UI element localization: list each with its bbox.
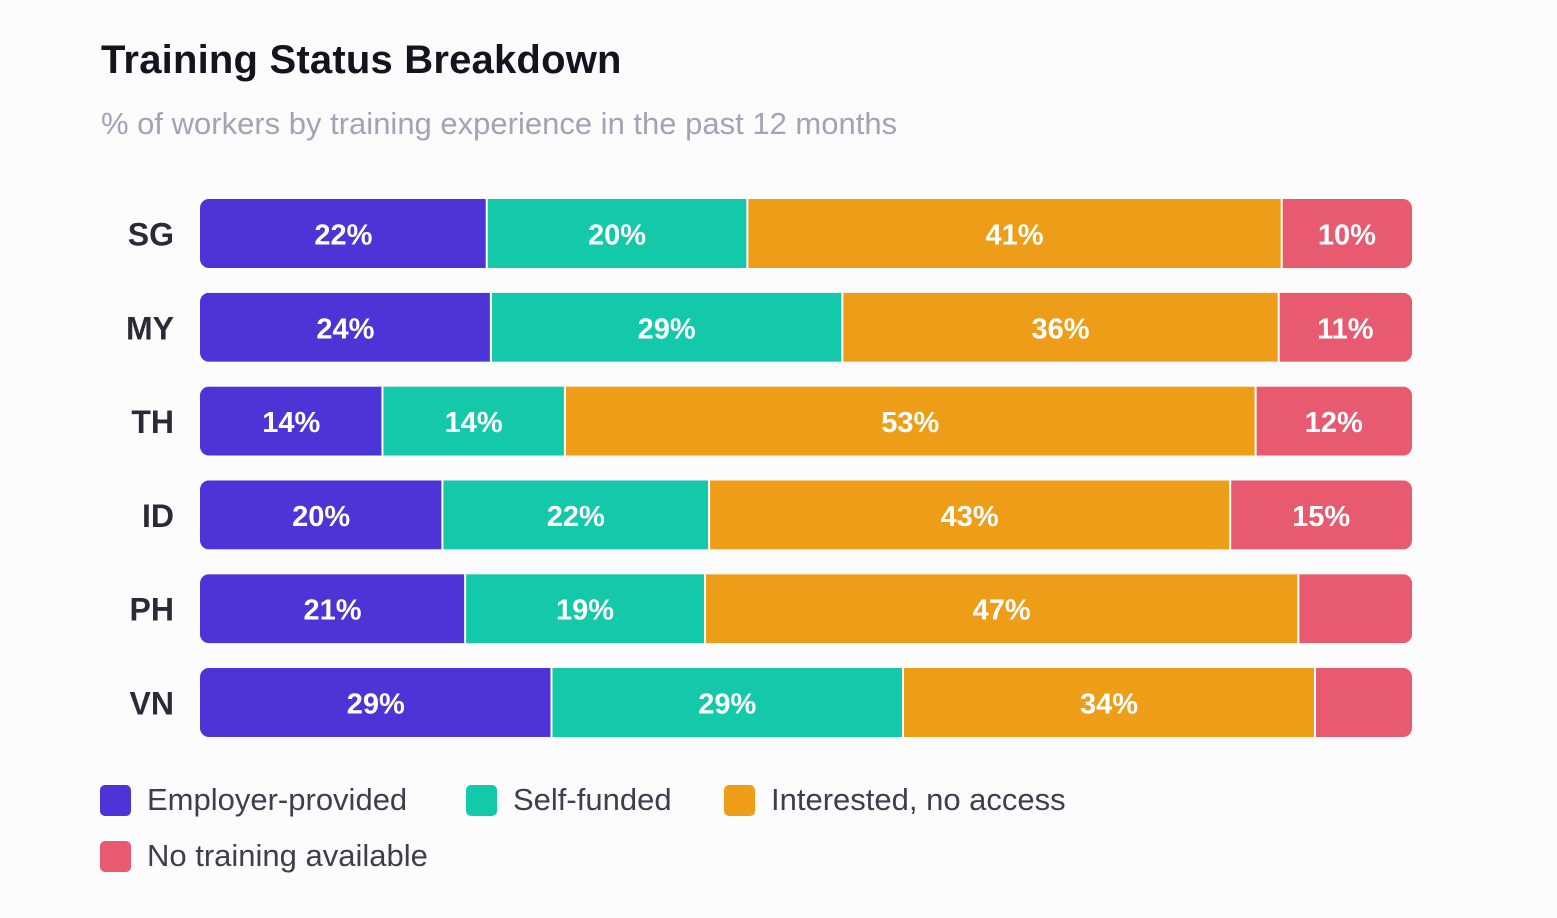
legend-item: Employer-provided	[100, 782, 407, 818]
bar-segment	[1230, 480, 1412, 550]
segment-divider	[746, 199, 749, 268]
segment-divider	[381, 386, 384, 456]
data-label: 12%	[1305, 407, 1363, 439]
category-label: MY	[126, 310, 174, 346]
bar-segment	[382, 386, 565, 456]
segment-divider	[1280, 199, 1283, 268]
data-label: 29%	[347, 689, 405, 721]
legend-swatch	[466, 784, 497, 816]
bar-segment	[902, 668, 1316, 737]
data-label: 10%	[1318, 220, 1376, 252]
segment-divider	[464, 574, 467, 644]
bar-segment	[564, 386, 1256, 456]
bar-segment	[465, 574, 705, 644]
category-label: VN	[130, 686, 174, 722]
segment-divider	[708, 480, 711, 550]
bar-segment	[200, 199, 487, 268]
segment-divider	[1254, 386, 1257, 456]
bar-segment	[709, 480, 1231, 550]
data-label: 22%	[314, 220, 372, 252]
segment-divider	[441, 480, 444, 550]
data-label: 15%	[1292, 501, 1350, 533]
segment-divider	[550, 668, 553, 737]
bar-row-th	[200, 386, 1412, 456]
data-label: 34%	[1080, 689, 1138, 721]
bar-segment	[490, 292, 843, 362]
segment-divider	[841, 292, 844, 362]
data-label: 14%	[262, 407, 320, 439]
segment-divider	[1297, 574, 1300, 644]
segment-divider	[485, 199, 488, 268]
bar-segment	[842, 292, 1279, 362]
category-label: TH	[131, 404, 174, 440]
segment-divider	[563, 386, 566, 456]
bar-segment	[200, 668, 552, 737]
bar-segment	[200, 574, 466, 644]
bar-segment	[442, 480, 710, 550]
data-label: 47%	[973, 595, 1031, 627]
bar-segment	[747, 199, 1282, 268]
data-label: 11%	[1317, 313, 1374, 345]
data-label: 36%	[1031, 313, 1089, 345]
data-label: 24%	[316, 313, 374, 345]
legend-swatch	[100, 784, 131, 816]
bar-row-id	[200, 480, 1412, 550]
legend-label: Employer-provided	[147, 782, 408, 817]
data-label: 21%	[304, 595, 362, 627]
legend-item: Interested, no access	[724, 782, 1066, 818]
bar-row-vn	[200, 668, 1412, 737]
bar-segment	[551, 668, 903, 737]
bar-segment	[1298, 574, 1412, 644]
data-label: 20%	[588, 220, 646, 252]
data-label: 19%	[556, 595, 614, 627]
segment-divider	[1229, 480, 1232, 550]
bar-segment	[1278, 292, 1412, 362]
segment-divider	[1314, 668, 1317, 737]
legend-label: Interested, no access	[771, 782, 1066, 817]
data-label: 14%	[445, 407, 503, 439]
bar-segment	[200, 480, 443, 550]
legend-label: Self-funded	[513, 782, 672, 817]
legend-swatch	[724, 784, 755, 816]
category-label: SG	[128, 217, 174, 253]
data-label: 53%	[881, 407, 939, 439]
segment-divider	[1277, 292, 1280, 362]
bar-segment	[1315, 668, 1412, 737]
legend-label: No training available	[147, 838, 428, 873]
data-label: 20%	[292, 501, 350, 533]
bar-segment	[200, 292, 491, 362]
data-label: 22%	[547, 501, 605, 533]
bar-segment	[200, 386, 383, 456]
chart-title: Training Status Breakdown	[101, 38, 622, 82]
segment-divider	[704, 574, 706, 644]
bar-segment	[1281, 199, 1412, 268]
legend-swatch	[100, 840, 131, 872]
chart-subtitle: % of workers by training experience in t…	[101, 106, 898, 141]
bar-row-ph	[200, 574, 1412, 644]
bar-segment	[486, 199, 748, 268]
bar-row-my	[200, 292, 1412, 362]
data-label: 29%	[698, 689, 756, 721]
bar-row-sg	[200, 199, 1412, 268]
data-label: 41%	[985, 220, 1043, 252]
data-label: 29%	[638, 313, 696, 345]
legend-item: Self-funded	[466, 782, 672, 818]
bar-segment	[1255, 386, 1412, 456]
legend-item: No training available	[100, 838, 428, 874]
segment-divider	[489, 292, 492, 362]
category-label: PH	[130, 592, 174, 628]
bar-segment	[705, 574, 1299, 644]
segment-divider	[901, 668, 904, 737]
category-label: ID	[142, 498, 174, 534]
data-label: 43%	[941, 501, 999, 533]
